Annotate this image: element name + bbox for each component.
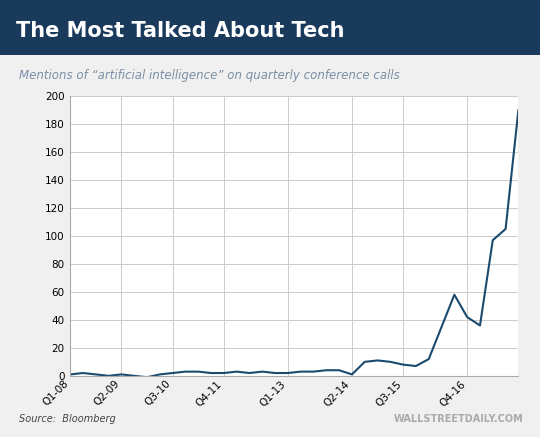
Text: WALLSTREETDAILY.COM: WALLSTREETDAILY.COM [394,414,524,424]
Text: Source:  Bloomberg: Source: Bloomberg [19,414,116,424]
Text: Mentions of “artificial intelligence” on quarterly conference calls: Mentions of “artificial intelligence” on… [19,69,400,82]
Text: The Most Talked About Tech: The Most Talked About Tech [16,21,345,41]
